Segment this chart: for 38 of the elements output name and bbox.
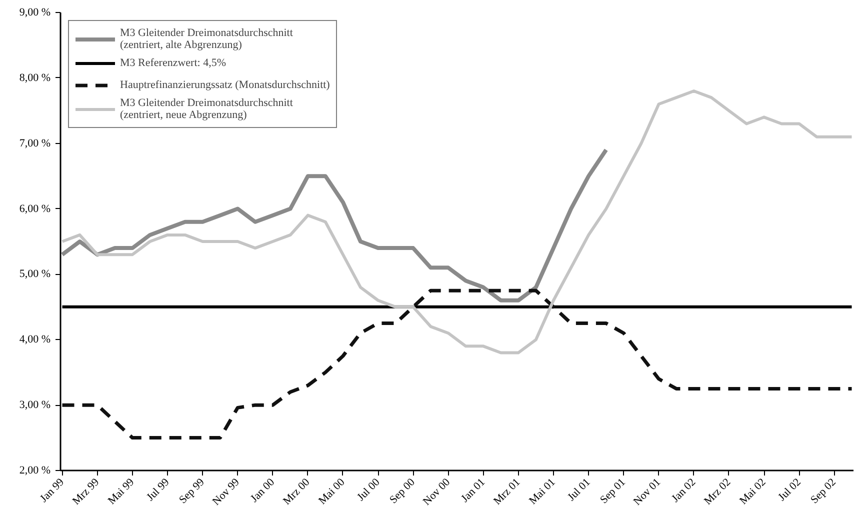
x-tick-label: Jul 02 bbox=[776, 476, 804, 504]
x-tick-label: Jul 00 bbox=[355, 476, 383, 504]
x-tick-label: Mrz 99 bbox=[70, 476, 102, 508]
y-tick-label: 2,00 % bbox=[19, 464, 51, 476]
x-tick-label: Mai 00 bbox=[316, 476, 348, 507]
x-tick-label: Mai 99 bbox=[106, 476, 138, 507]
x-tick-label: Nov 01 bbox=[631, 476, 664, 508]
x-tick-label: Sep 02 bbox=[808, 476, 838, 506]
line-series bbox=[60, 288, 854, 440]
x-tick-label: Mai 01 bbox=[527, 476, 558, 507]
x-tick-label: Sep 00 bbox=[388, 476, 418, 506]
x-tick-label: Nov 00 bbox=[420, 476, 453, 508]
x-tick-label: Mrz 00 bbox=[280, 476, 312, 508]
legend-label: M3 Gleitender Dreimonatsdurchschnitt (zentriert, alte Abgrenzung) bbox=[120, 27, 293, 51]
legend-label: Hauptrefinanzierungssatz (Monatsdurchschnitt) bbox=[120, 78, 330, 92]
line-series bbox=[60, 148, 608, 302]
x-tick-label: Jul 99 bbox=[144, 476, 172, 504]
x-tick-label: Nov 99 bbox=[210, 476, 242, 508]
y-tick-label: 6,00 % bbox=[19, 202, 51, 215]
x-tick-label: Jan 02 bbox=[670, 476, 698, 505]
y-tick-label: 7,00 % bbox=[19, 137, 51, 150]
x-tick-label: Jul 01 bbox=[566, 476, 593, 504]
y-tick-label: 8,00 % bbox=[19, 72, 51, 84]
legend-label: M3 Referenzwert: 4,5% bbox=[120, 56, 226, 70]
y-tick-label: 3,00 % bbox=[19, 399, 51, 412]
x-tick-label: Mrz 02 bbox=[702, 476, 734, 508]
y-tick-label: 5,00 % bbox=[19, 268, 51, 280]
y-tick-label: 4,00 % bbox=[19, 334, 51, 346]
x-tick-label: Sep 99 bbox=[176, 476, 208, 506]
y-tick-label: 9,00 % bbox=[19, 6, 51, 18]
x-tick-label: Jan 99 bbox=[38, 476, 67, 505]
line-series bbox=[60, 90, 854, 354]
x-tick-label: Mrz 01 bbox=[491, 476, 523, 508]
x-tick-label: Sep 01 bbox=[598, 476, 628, 506]
legend-label: M3 Gleitender Dreimonatsdurchschnitt (zentriert, neue Abgrenzung) bbox=[120, 97, 293, 121]
x-tick-label: Jan 00 bbox=[248, 476, 278, 505]
x-tick-label: Mai 02 bbox=[738, 476, 768, 507]
x-tick-label: Jan 01 bbox=[458, 476, 488, 505]
